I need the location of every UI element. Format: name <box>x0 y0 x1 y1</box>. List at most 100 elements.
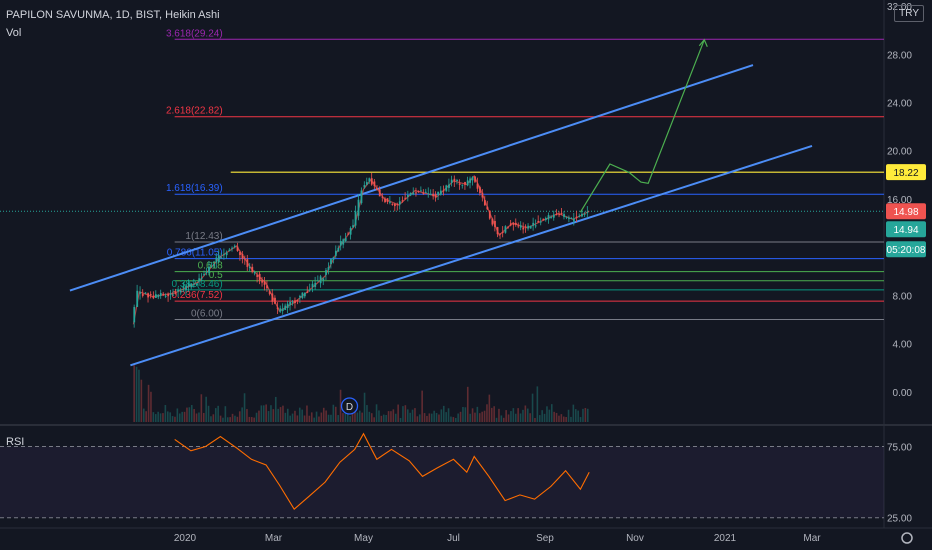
volume-bar <box>572 404 575 422</box>
candle-body <box>182 286 185 288</box>
volume-bar <box>358 410 361 422</box>
gear-icon[interactable] <box>901 532 913 544</box>
volume-bar <box>438 414 440 422</box>
rsi-panel <box>0 432 884 519</box>
candle-body <box>274 297 276 304</box>
candle-body <box>496 227 499 235</box>
volume-bar <box>226 417 229 422</box>
candle-body <box>228 249 231 252</box>
volume-bar <box>178 413 181 422</box>
candle-body <box>407 195 409 197</box>
volume-bar <box>550 404 553 422</box>
candle-body <box>560 212 563 214</box>
volume-bar <box>270 405 272 422</box>
volume-bar <box>452 417 455 422</box>
volume-bar <box>529 413 531 422</box>
volume-bar <box>346 408 349 422</box>
candle-body <box>349 228 352 235</box>
candle-body <box>296 299 299 301</box>
candle-body <box>162 293 165 296</box>
candle-body <box>384 198 386 203</box>
candle-body <box>347 233 350 235</box>
candle-body <box>304 292 306 297</box>
volume-bar <box>222 417 224 422</box>
volume-bar <box>433 410 435 422</box>
candle-body <box>504 226 507 233</box>
rsi-label[interactable]: RSI <box>6 436 25 448</box>
volume-bar <box>361 412 363 422</box>
volume-bar <box>210 416 212 422</box>
volume-bar <box>224 406 227 422</box>
volume-bar <box>387 411 390 422</box>
volume-bar <box>519 413 522 422</box>
volume-bar <box>582 408 584 422</box>
candle-body <box>568 217 570 220</box>
candle-body <box>167 293 170 297</box>
candle-body <box>286 303 289 309</box>
volume-bar <box>152 412 155 422</box>
volume-bar <box>562 416 565 422</box>
volume-bar <box>440 409 443 422</box>
currency-badge[interactable]: TRY <box>894 5 924 22</box>
volume-bar <box>157 411 159 422</box>
volume-bar <box>411 409 414 422</box>
price-tick-label: 28.00 <box>887 50 912 61</box>
volume-bar <box>243 393 246 422</box>
candle-body <box>512 223 515 225</box>
volume-bar <box>186 407 188 422</box>
volume-bar <box>334 406 337 422</box>
volume-bar <box>363 392 366 422</box>
volume-bar <box>378 410 380 422</box>
volume-bar <box>164 405 167 422</box>
candle-body <box>337 247 340 252</box>
volume-bar <box>265 404 267 422</box>
candle-body <box>439 190 442 195</box>
projection-path <box>579 39 705 213</box>
candle-body <box>154 294 157 298</box>
volume-bar <box>198 412 200 422</box>
candle-body <box>537 220 540 223</box>
candle-body <box>179 290 182 293</box>
candle-body <box>494 220 496 227</box>
volume-bar <box>250 417 253 422</box>
candle-body <box>357 199 360 216</box>
volume-bar <box>567 409 570 422</box>
volume-bar <box>368 411 371 422</box>
candle-body <box>344 237 347 242</box>
fib-label: 1(12.43) <box>185 231 222 242</box>
volume-bar <box>558 415 560 422</box>
volume-bar <box>500 415 503 422</box>
candle-body <box>417 191 420 193</box>
volume-bar <box>207 405 210 422</box>
candle-body <box>291 301 294 303</box>
volume-bar <box>541 410 543 422</box>
volume-bar <box>342 413 344 422</box>
candle-body <box>217 255 220 262</box>
vol-label[interactable]: Vol <box>6 27 22 39</box>
candle-body <box>244 258 246 260</box>
candle-body <box>378 189 381 197</box>
volume-bar <box>315 411 318 422</box>
candle-body <box>263 280 266 285</box>
candle-body <box>415 192 417 194</box>
volume-bar <box>308 415 311 422</box>
volume-bar <box>174 416 176 422</box>
volume-bar <box>241 407 243 422</box>
fib-label: 2.618(22.82) <box>166 106 223 117</box>
volume-bar <box>531 393 534 422</box>
candle-body <box>481 192 484 198</box>
volume-bar <box>138 369 140 422</box>
candle-body <box>458 183 461 185</box>
candle-body <box>398 201 401 205</box>
volume-bar <box>183 411 186 422</box>
volume-bar <box>159 413 162 422</box>
volume-bar <box>459 411 462 422</box>
volume-bar <box>514 413 517 422</box>
candle-body <box>239 252 241 255</box>
candle-body <box>233 245 236 247</box>
volume-bar <box>478 413 481 422</box>
candle-body <box>147 293 150 298</box>
candle-body <box>319 276 322 284</box>
price-tick-label: 8.00 <box>893 291 913 302</box>
volume-bar <box>375 404 378 422</box>
